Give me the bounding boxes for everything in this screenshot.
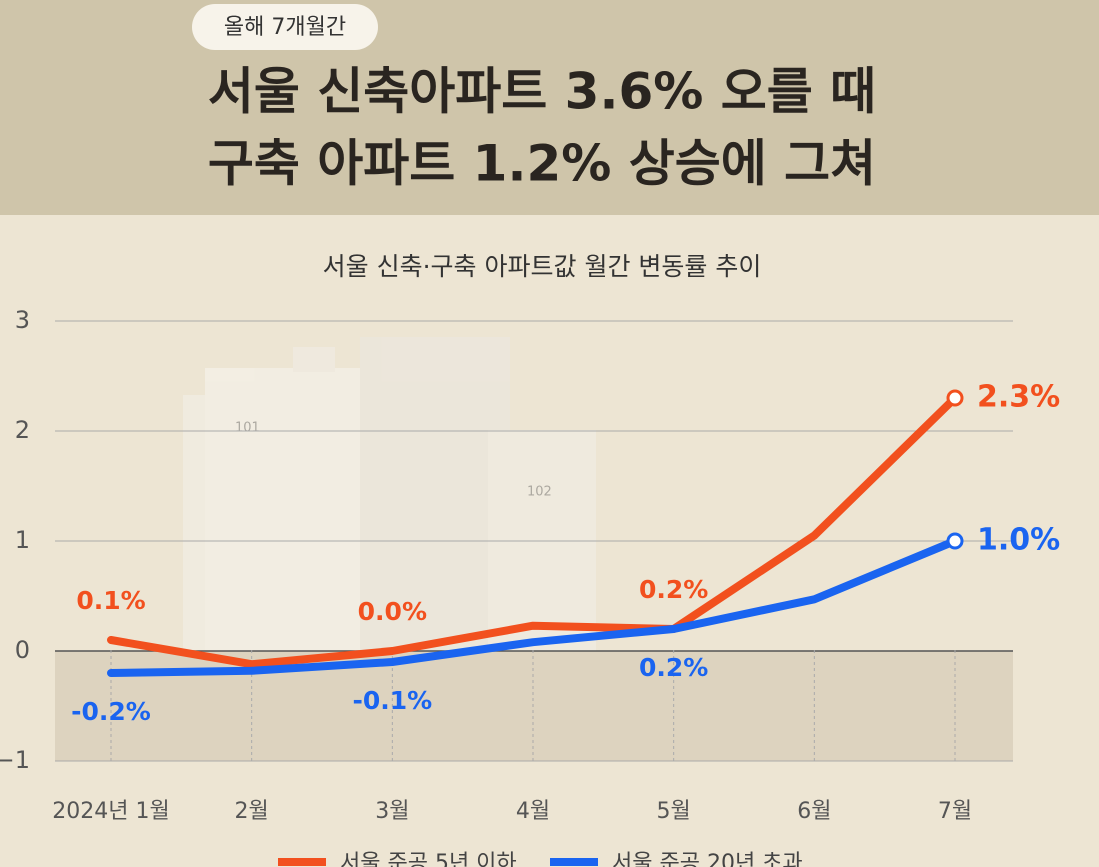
x-tick-label: 2024년 1월 — [52, 799, 169, 824]
x-tick-label: 7월 — [938, 799, 972, 824]
data-label: 1.0% — [977, 523, 1060, 558]
svg-text:102: 102 — [527, 485, 552, 500]
data-label: 0.2% — [639, 575, 708, 604]
legend-swatch — [278, 858, 326, 866]
x-tick-label: 6월 — [797, 799, 831, 824]
legend-label: 서울 준공 5년 이하 — [340, 851, 517, 867]
data-label: -0.1% — [352, 686, 432, 715]
data-label: 0.0% — [358, 597, 427, 626]
end-marker — [946, 389, 964, 407]
y-tick-label: 2 — [15, 416, 30, 444]
headline: 구축 아파트 1.2% 상승에 그쳐 — [208, 135, 876, 193]
x-tick-label: 3월 — [375, 799, 409, 824]
series-line — [107, 394, 959, 669]
legend-label: 서울 준공 20년 초과 — [612, 851, 803, 867]
x-tick-label: 5월 — [657, 799, 691, 824]
badge-text: 올해 7개월간 — [224, 15, 346, 40]
svg-text:101: 101 — [235, 421, 260, 436]
negative-zone — [55, 651, 1013, 761]
y-tick-label: 3 — [15, 306, 30, 334]
header-band — [0, 0, 1099, 215]
series-line — [107, 537, 959, 677]
x-tick-label: 2월 — [235, 799, 269, 824]
y-tick-label: −1 — [0, 746, 30, 774]
end-marker — [946, 532, 964, 550]
data-label: 2.3% — [977, 380, 1060, 415]
y-tick-label: 0 — [15, 636, 30, 664]
legend-swatch — [550, 858, 598, 866]
data-label: 0.1% — [76, 586, 145, 615]
data-label: 0.2% — [639, 653, 708, 682]
buildings-illustration: 101 102 — [183, 337, 596, 660]
x-tick-label: 4월 — [516, 799, 550, 824]
y-tick-label: 1 — [15, 526, 30, 554]
data-label: -0.2% — [71, 697, 151, 726]
chart-title: 서울 신축·구축 아파트값 월간 변동률 추이 — [323, 252, 762, 281]
badge — [192, 4, 378, 50]
headline: 서울 신축아파트 3.6% 오를 때 — [208, 63, 876, 121]
